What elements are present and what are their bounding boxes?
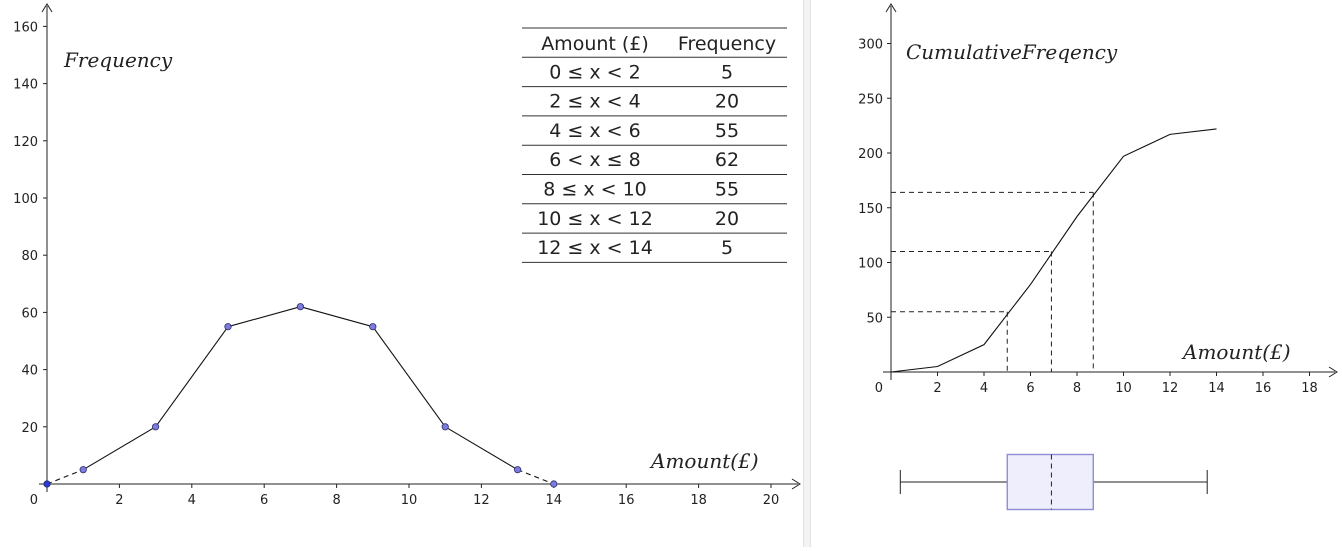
y-axis-arrow bbox=[885, 3, 897, 13]
x-axis-label: Amount(£) bbox=[649, 449, 759, 473]
graphics-view-cumulative[interactable]: 2 4 6 8 10 12 14 16 18 50 100 150 200 250 300 0 Cumulat… bbox=[811, 0, 1342, 547]
table-cell-amount: 6 < x ≤ 8 bbox=[549, 149, 640, 171]
y-tick-label: 60 bbox=[21, 306, 38, 321]
table-cell-frequency: 20 bbox=[715, 91, 739, 113]
data-point[interactable] bbox=[441, 423, 449, 431]
cumulative-frequency-chart[interactable]: 2 4 6 8 10 12 14 16 18 50 100 150 200 250 300 0 Cumulat… bbox=[811, 0, 1342, 547]
table-cell-frequency: 55 bbox=[715, 120, 739, 142]
x-tick-label: 14 bbox=[1208, 381, 1225, 396]
x-tick-label: 18 bbox=[690, 493, 707, 508]
x-axis-arrow bbox=[1328, 366, 1338, 378]
x-tick-label: 8 bbox=[1073, 381, 1081, 396]
polygon-segment bbox=[372, 326, 446, 428]
polygon-segment bbox=[227, 306, 301, 328]
y-tick-label: 120 bbox=[13, 135, 38, 150]
frequency-polygon-chart[interactable]: 2 4 6 8 10 12 14 16 18 20 20 40 60 80 100 120 140 160 0 Fr… bbox=[0, 0, 803, 547]
data-point[interactable] bbox=[43, 480, 51, 488]
data-point[interactable] bbox=[224, 323, 232, 331]
x-axis-label: Amount(£) bbox=[1181, 340, 1291, 364]
y-axis-label: Frequency bbox=[63, 48, 173, 72]
polygon-segment bbox=[517, 469, 555, 485]
table-cell-frequency: 62 bbox=[715, 149, 739, 171]
y-tick-label: 160 bbox=[13, 20, 38, 35]
origin-label: 0 bbox=[30, 493, 38, 508]
cumulative-curve bbox=[890, 128, 1217, 373]
y-tick-label: 50 bbox=[866, 311, 883, 326]
x-tick-label: 10 bbox=[401, 493, 418, 508]
box-iqr[interactable] bbox=[1006, 453, 1094, 511]
y-tick-label: 80 bbox=[21, 249, 38, 264]
y-tick-label: 100 bbox=[858, 257, 883, 272]
x-tick-label: 20 bbox=[763, 493, 780, 508]
x-tick-label: 6 bbox=[260, 493, 268, 508]
polygon-segment bbox=[300, 306, 373, 328]
data-point[interactable] bbox=[79, 466, 87, 474]
x-tick-label: 6 bbox=[1026, 381, 1034, 396]
polygon-segment bbox=[82, 426, 156, 471]
x-tick-label: 18 bbox=[1301, 381, 1318, 396]
table-cell-amount: 4 ≤ x < 6 bbox=[549, 120, 640, 142]
data-point[interactable] bbox=[550, 480, 558, 488]
y-tick-label: 100 bbox=[13, 192, 38, 207]
x-tick-label: 16 bbox=[1255, 381, 1272, 396]
x-tick-label: 2 bbox=[115, 493, 123, 508]
y-axis-arrow bbox=[41, 3, 53, 13]
polygon-segment bbox=[155, 326, 229, 428]
table-cell-frequency: 20 bbox=[715, 208, 739, 230]
y-tick-label: 200 bbox=[858, 147, 883, 162]
data-point[interactable] bbox=[152, 423, 160, 431]
x-tick-label: 8 bbox=[332, 493, 340, 508]
table-cell-frequency: 55 bbox=[715, 179, 739, 201]
x-tick-label: 4 bbox=[980, 381, 988, 396]
y-tick-label: 20 bbox=[21, 421, 38, 436]
frequency-table[interactable]: Amount (£) Frequency 0 ≤ x < 2 5 2 ≤ x < 4 20… bbox=[522, 27, 787, 263]
y-axis-label: CumulativeFreqency bbox=[906, 40, 1118, 64]
x-tick-label: 16 bbox=[618, 493, 635, 508]
table-header: Amount (£) bbox=[541, 33, 649, 55]
y-tick-label: 140 bbox=[13, 78, 38, 93]
data-point[interactable] bbox=[296, 303, 304, 311]
origin-label: 0 bbox=[875, 381, 883, 396]
table-cell-amount: 8 ≤ x < 10 bbox=[543, 179, 647, 201]
x-tick-label: 4 bbox=[188, 493, 196, 508]
graphics-view-frequency[interactable]: 2 4 6 8 10 12 14 16 18 20 20 40 60 80 100 120 140 160 0 Fr… bbox=[0, 0, 803, 547]
box-plot[interactable] bbox=[899, 453, 1208, 511]
y-tick-label: 250 bbox=[858, 92, 883, 107]
x-tick-label: 2 bbox=[933, 381, 941, 396]
table-header: Frequency bbox=[678, 33, 776, 55]
y-tick-label: 40 bbox=[21, 364, 38, 379]
polygon-segment bbox=[444, 426, 518, 471]
data-point[interactable] bbox=[369, 323, 377, 331]
table-cell-amount: 12 ≤ x < 14 bbox=[537, 237, 653, 259]
y-tick-label: 300 bbox=[858, 38, 883, 53]
table-cell-amount: 0 ≤ x < 2 bbox=[549, 61, 640, 83]
x-tick-label: 10 bbox=[1115, 381, 1132, 396]
data-point[interactable] bbox=[513, 466, 522, 474]
view-divider[interactable] bbox=[803, 0, 811, 547]
x-axis-arrow bbox=[791, 478, 801, 490]
table-cell-frequency: 5 bbox=[721, 61, 733, 83]
x-tick-label: 14 bbox=[546, 493, 563, 508]
table-cell-amount: 2 ≤ x < 4 bbox=[549, 91, 640, 113]
x-tick-label: 12 bbox=[473, 493, 490, 508]
polygon-segment bbox=[46, 469, 84, 485]
y-tick-label: 150 bbox=[858, 202, 883, 217]
table-cell-amount: 10 ≤ x < 12 bbox=[537, 208, 653, 230]
x-tick-label: 12 bbox=[1162, 381, 1179, 396]
table-cell-frequency: 5 bbox=[721, 237, 733, 259]
